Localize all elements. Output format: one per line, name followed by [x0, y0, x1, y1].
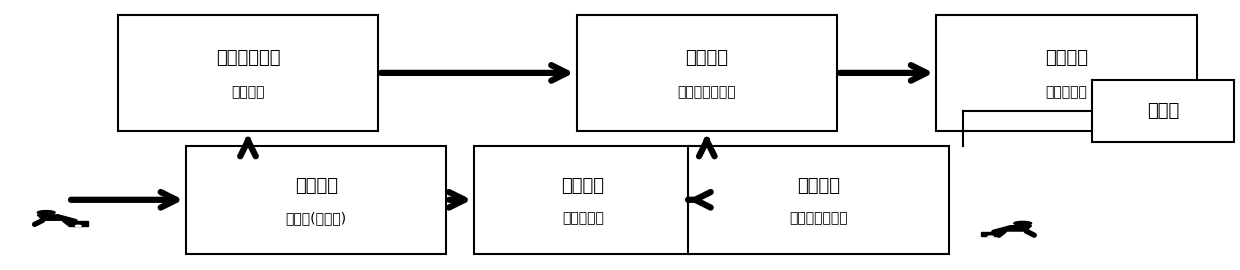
- Text: 快速登机: 快速登机: [1045, 49, 1087, 67]
- FancyBboxPatch shape: [474, 146, 691, 254]
- FancyBboxPatch shape: [186, 146, 446, 254]
- Circle shape: [37, 211, 55, 214]
- Text: 客舱旅客分布: 客舱旅客分布: [216, 49, 280, 67]
- Text: 登机牌(座位号): 登机牌(座位号): [285, 211, 347, 225]
- Text: 踪座位确认: 踪座位确认: [1045, 86, 1087, 100]
- Polygon shape: [37, 215, 64, 220]
- Text: 登机廊桥: 登机廊桥: [797, 177, 839, 195]
- Text: 排序、区域引导: 排序、区域引导: [677, 86, 737, 100]
- FancyBboxPatch shape: [936, 15, 1197, 131]
- Text: 轨迹跟踪、监控: 轨迹跟踪、监控: [789, 211, 848, 225]
- Circle shape: [988, 236, 993, 237]
- Circle shape: [1014, 221, 1032, 225]
- FancyBboxPatch shape: [1091, 80, 1234, 142]
- FancyBboxPatch shape: [981, 232, 1001, 237]
- FancyBboxPatch shape: [577, 15, 837, 131]
- Polygon shape: [1004, 226, 1032, 231]
- Text: 座位号关联: 座位号关联: [562, 211, 604, 225]
- Circle shape: [76, 225, 81, 227]
- Text: 座位号: 座位号: [1147, 102, 1179, 120]
- FancyBboxPatch shape: [118, 15, 378, 131]
- Text: 值机柜台: 值机柜台: [295, 177, 337, 195]
- Text: 登机柜台: 登机柜台: [562, 177, 604, 195]
- FancyBboxPatch shape: [68, 221, 88, 226]
- Text: 座位区位: 座位区位: [231, 86, 265, 100]
- Text: 轨迹跟踪: 轨迹跟踪: [686, 49, 728, 67]
- FancyBboxPatch shape: [688, 146, 949, 254]
